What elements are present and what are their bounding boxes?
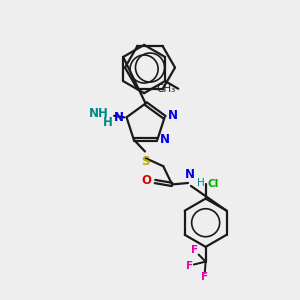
Text: NH: NH — [88, 107, 108, 120]
Text: N: N — [160, 133, 170, 146]
Text: F: F — [191, 245, 199, 255]
Text: N: N — [114, 111, 124, 124]
Text: O: O — [142, 174, 152, 188]
Text: CH₃: CH₃ — [157, 84, 176, 94]
Text: N: N — [185, 168, 195, 181]
Text: S: S — [141, 155, 149, 168]
Text: F: F — [201, 272, 208, 283]
Text: N: N — [168, 109, 178, 122]
Text: H: H — [197, 178, 205, 188]
Text: Cl: Cl — [207, 179, 218, 189]
Text: H: H — [103, 116, 113, 129]
Text: F: F — [186, 261, 193, 271]
